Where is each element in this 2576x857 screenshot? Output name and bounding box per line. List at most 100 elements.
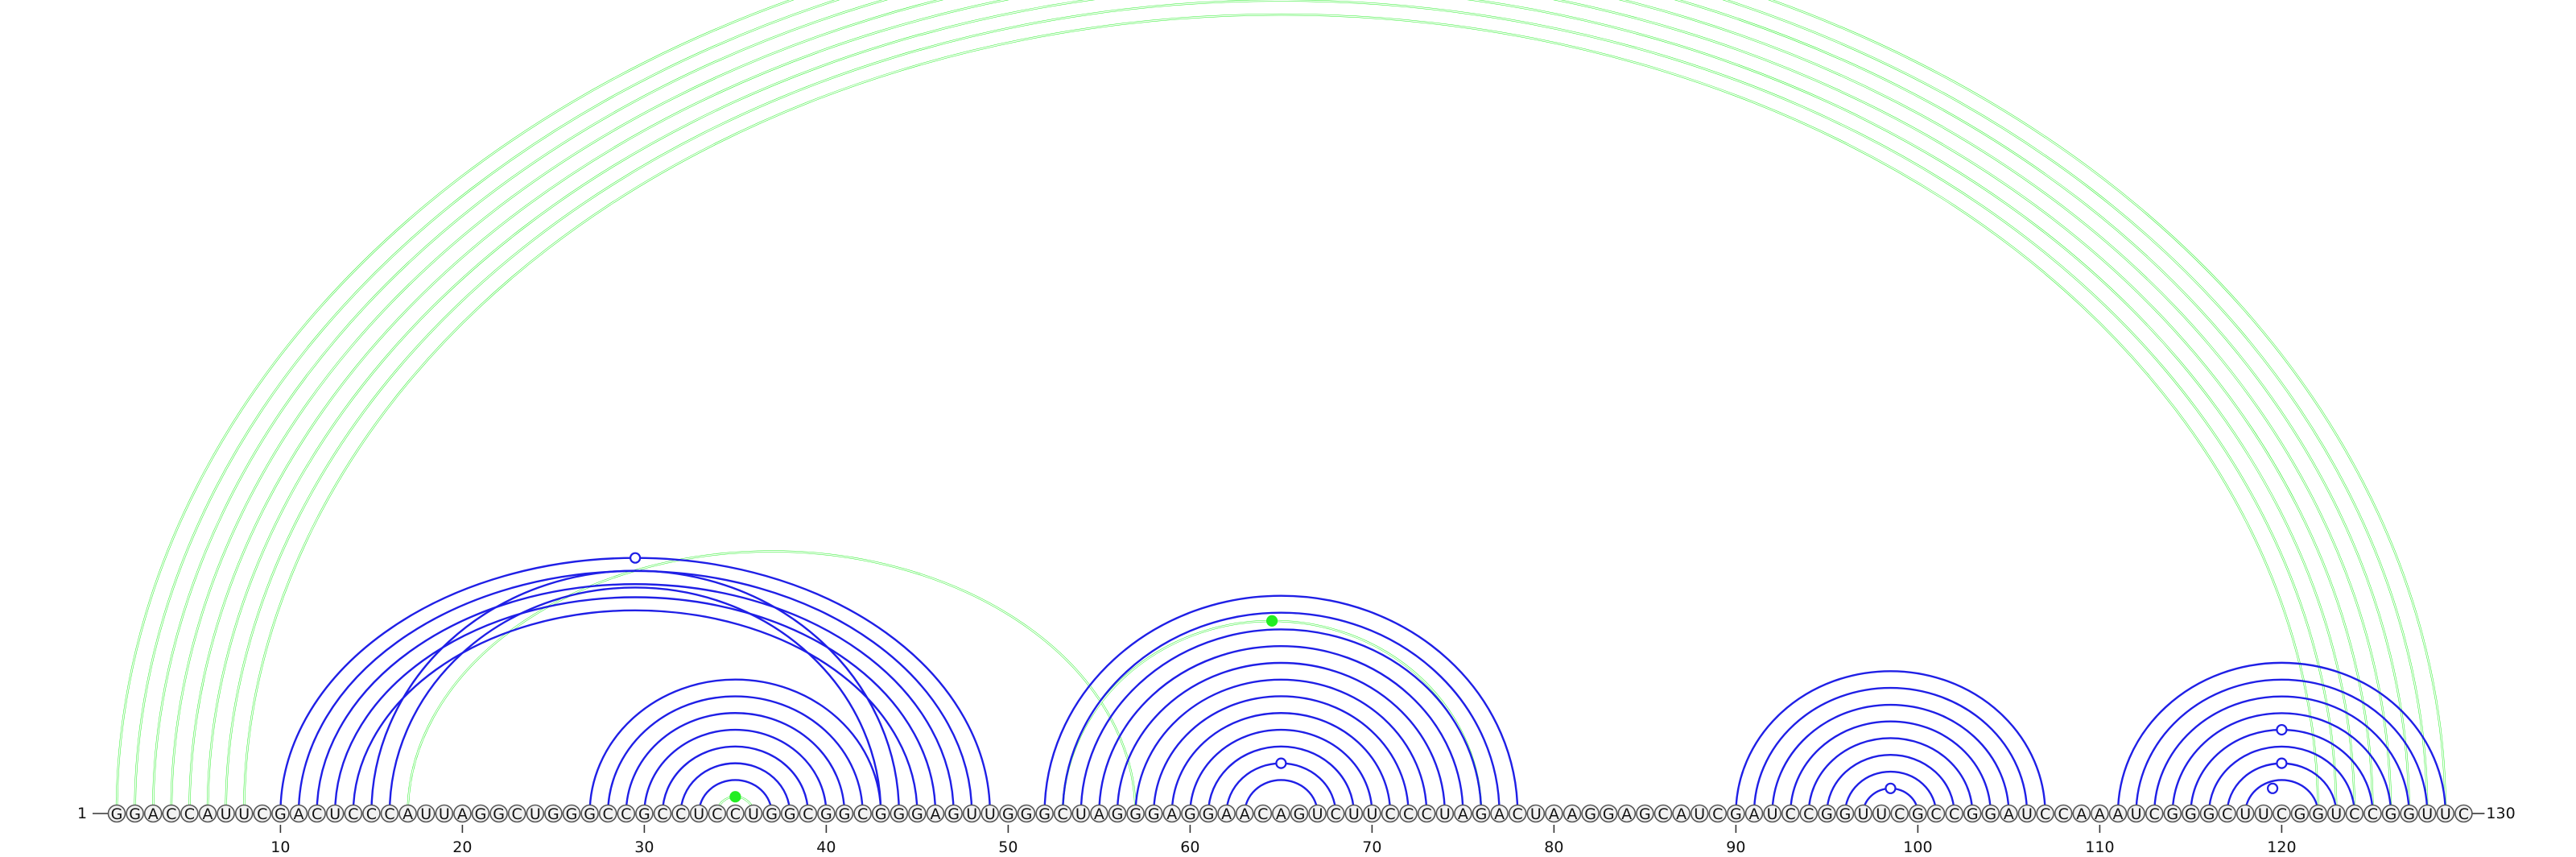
axis-tick-label: 20 bbox=[452, 838, 472, 856]
nucleotide-letter: C bbox=[1331, 805, 1341, 823]
nucleotide-circle bbox=[1963, 804, 1982, 823]
nucleotide-letter: G bbox=[1821, 805, 1833, 823]
nucleotide-circle bbox=[2436, 804, 2455, 823]
nucleotide: U bbox=[217, 804, 235, 823]
arc-apex-marker bbox=[1885, 782, 1897, 794]
blue-base-pair-arc bbox=[297, 569, 973, 814]
nucleotide-letter: A bbox=[294, 805, 304, 823]
nucleotide-circle bbox=[2145, 804, 2164, 823]
nucleotide: U bbox=[1435, 804, 1455, 823]
nucleotide: C bbox=[1399, 804, 1418, 823]
blue-base-pair-arc bbox=[1153, 695, 1410, 814]
nucleotide-letter: U bbox=[966, 805, 977, 823]
axis-tick-label: 100 bbox=[1903, 838, 1932, 856]
nucleotide-circle bbox=[1945, 804, 1963, 823]
green-base-pair-arc bbox=[206, 0, 2355, 814]
nucleotide-letter: G bbox=[893, 805, 905, 823]
nucleotide-circle bbox=[2036, 804, 2054, 823]
nucleotide-letter: U bbox=[748, 805, 759, 823]
blue-base-pair-arc bbox=[1807, 737, 1974, 814]
green-base-pair-arc-highlight bbox=[225, 0, 2337, 814]
nucleotide-letter: C bbox=[603, 805, 613, 823]
nucleotide-letter: U bbox=[1075, 805, 1087, 823]
nucleotide-letter: C bbox=[166, 805, 176, 823]
nucleotide-letter: U bbox=[1530, 805, 1542, 823]
nucleotide-letter: A bbox=[2076, 805, 2087, 823]
nucleotide: G bbox=[890, 804, 909, 823]
nucleotide: C bbox=[253, 804, 272, 823]
nucleotide-circle bbox=[1617, 804, 1637, 823]
nucleotide-circle bbox=[143, 804, 163, 823]
nucleotide-circle bbox=[1818, 804, 1836, 823]
nucleotide-circle bbox=[926, 804, 945, 823]
nucleotide-letter: G bbox=[1730, 805, 1742, 823]
nucleotide-circle bbox=[271, 804, 290, 823]
nucleotide: A bbox=[1272, 804, 1290, 823]
green-base-pair-arc bbox=[170, 0, 2392, 814]
nucleotide-letter: G bbox=[1203, 805, 1215, 823]
nucleotide-letter: G bbox=[911, 805, 923, 823]
nucleotide-circle bbox=[1854, 804, 1872, 823]
nucleotide-letter: C bbox=[1712, 805, 1723, 823]
nucleotide-circle bbox=[1290, 804, 1309, 823]
nucleotide-letter: G bbox=[1984, 805, 1996, 823]
nucleotide-letter: U bbox=[1767, 805, 1778, 823]
nucleotide-circle bbox=[435, 804, 454, 823]
nucleotide: G bbox=[762, 804, 781, 823]
nucleotide-letter: G bbox=[129, 805, 141, 823]
blue-base-pair-arc bbox=[1207, 745, 1355, 814]
nucleotide: C bbox=[799, 804, 818, 823]
nucleotide: G bbox=[1818, 804, 1836, 823]
green-arc-layer bbox=[115, 0, 2446, 814]
green-base-pair-arc bbox=[152, 0, 2410, 814]
nucleotide-letter: G bbox=[766, 805, 778, 823]
nucleotide: G bbox=[1963, 804, 1982, 823]
nucleotide-circle bbox=[1636, 804, 1654, 823]
nucleotide-circle bbox=[398, 804, 417, 823]
nucleotide-circle bbox=[1799, 804, 1818, 823]
nucleotide-circle bbox=[453, 804, 472, 823]
nucleotide-letter: G bbox=[875, 805, 887, 823]
nucleotide: A bbox=[1490, 804, 1509, 823]
nucleotide: C bbox=[1890, 804, 1909, 823]
nucleotide-circle bbox=[1490, 804, 1509, 823]
nucleotide-circle bbox=[1144, 804, 1163, 823]
blue-base-pair-arc bbox=[698, 779, 773, 814]
nucleotide-letter: A bbox=[1221, 805, 1232, 823]
nucleotide-letter: A bbox=[1676, 805, 1686, 823]
nucleotide-circle bbox=[1308, 804, 1327, 823]
nucleotide-circle bbox=[416, 804, 436, 823]
nucleotide-letter: C bbox=[512, 805, 522, 823]
sequence-start-label: 1 bbox=[77, 805, 87, 822]
nucleotide-circle bbox=[2108, 804, 2128, 823]
nucleotide-letter: U bbox=[439, 805, 450, 823]
blue-base-pair-arc bbox=[352, 609, 919, 814]
nucleotide-circle bbox=[1763, 804, 1781, 823]
nucleotide-letter: U bbox=[2440, 805, 2451, 823]
nucleotide-circle bbox=[1526, 804, 1546, 823]
nucleotide: G bbox=[2309, 804, 2327, 823]
axis-tick-label: 120 bbox=[2267, 838, 2296, 856]
nucleotide: G bbox=[2381, 804, 2401, 823]
green-base-pair-arc bbox=[134, 0, 2429, 814]
nucleotide-circle bbox=[1053, 804, 1072, 823]
nucleotide: G bbox=[1199, 804, 1218, 823]
nucleotide-circle bbox=[471, 804, 490, 823]
axis-tick-label: 30 bbox=[634, 838, 654, 856]
nucleotide: U bbox=[1363, 804, 1381, 823]
nucleotide: A bbox=[1217, 804, 1236, 823]
blue-base-pair-arc bbox=[1134, 678, 1428, 814]
green-base-pair-arc bbox=[225, 0, 2338, 814]
nucleotide-circle bbox=[253, 804, 272, 823]
nucleotide-letter: C bbox=[1930, 805, 1941, 823]
nucleotide-letter: G bbox=[820, 805, 832, 823]
nucleotide: G bbox=[2182, 804, 2200, 823]
nucleotide-letter: U bbox=[1858, 805, 1869, 823]
nucleotide: G bbox=[1727, 804, 1745, 823]
blue-base-pair-arc bbox=[1043, 594, 1519, 814]
nucleotide: C bbox=[853, 804, 872, 823]
blue-base-pair-arc bbox=[1752, 686, 2029, 814]
nucleotide-letter: C bbox=[1403, 805, 1414, 823]
nucleotide-letter: G bbox=[1476, 805, 1488, 823]
nucleotide-circle bbox=[617, 804, 636, 823]
